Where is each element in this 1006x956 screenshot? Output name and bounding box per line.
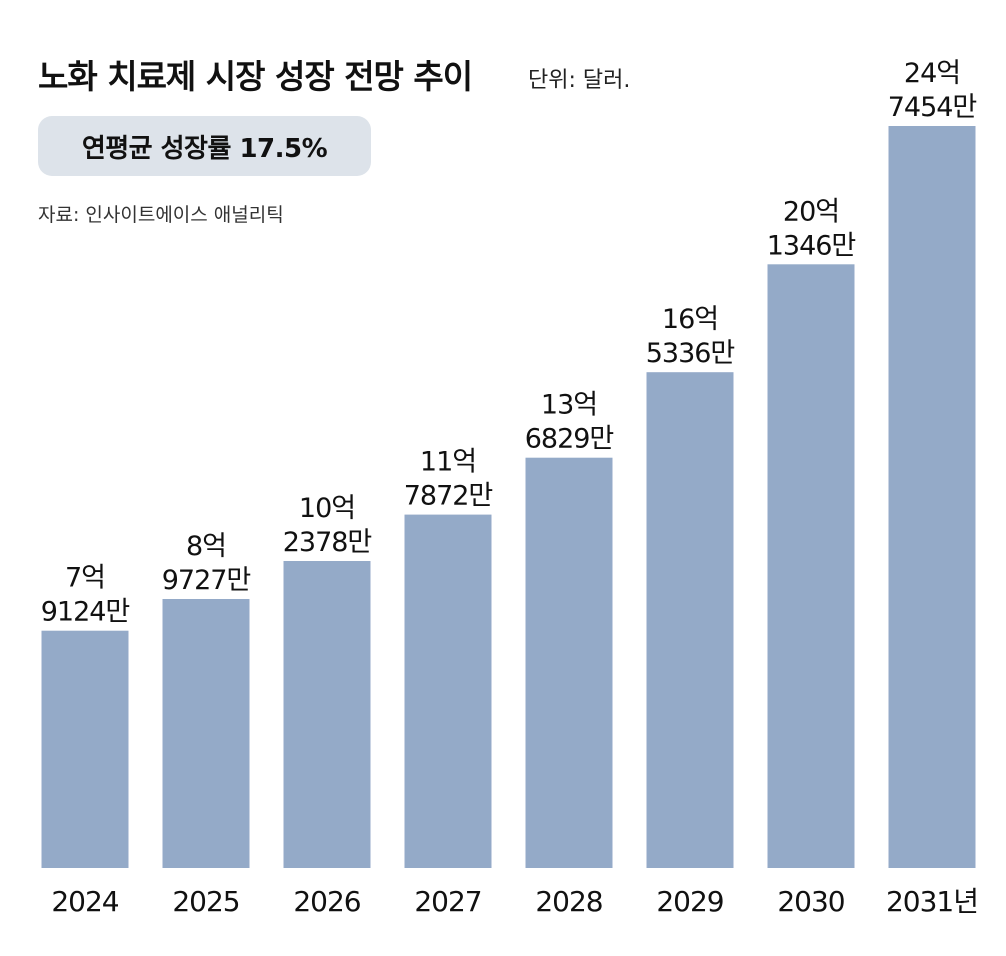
- x-tick-label-2024: 2024: [51, 885, 118, 918]
- value-label-2028-line1: 13억: [541, 390, 597, 421]
- x-tick-label-2029: 2029: [656, 885, 723, 918]
- x-tick-label-2027: 2027: [414, 885, 481, 918]
- value-label-2030-line2: 1346만: [767, 230, 856, 261]
- bar-2024: [41, 630, 129, 868]
- chart-title: 노화 치료제 시장 성장 전망 추이: [38, 57, 473, 96]
- x-tick-label-2028: 2028: [535, 885, 602, 918]
- x-tick-label-2026: 2026: [293, 885, 360, 918]
- x-tick-label-2030: 2030: [777, 885, 844, 918]
- bar-2028: [525, 457, 613, 868]
- value-label-2031년-line1: 24억: [904, 58, 960, 89]
- value-label-2030-line1: 20억: [783, 196, 839, 227]
- bar-2025: [162, 599, 250, 868]
- bar-2029: [646, 372, 734, 868]
- x-tick-label-2025: 2025: [172, 885, 239, 918]
- bar-2026: [283, 561, 371, 868]
- value-label-2027-line1: 11억: [420, 447, 476, 478]
- value-label-2028-line2: 6829만: [525, 424, 614, 455]
- source-note: 자료: 인사이트에이스 애널리틱: [38, 204, 284, 226]
- value-label-2026-line1: 10억: [299, 493, 355, 524]
- value-label-2024-line1: 7억: [65, 563, 105, 594]
- bar-2030: [767, 264, 855, 868]
- value-label-2025-line2: 9727만: [162, 565, 251, 596]
- growth-rate-badge: 연평균 성장률 17.5%: [38, 116, 371, 176]
- value-label-2027-line2: 7872만: [404, 481, 493, 512]
- x-tick-label-2031년: 2031년: [886, 885, 978, 918]
- value-label-2024-line2: 9124만: [41, 597, 130, 628]
- bar-2031년: [888, 126, 976, 868]
- growth-rate-text: 연평균 성장률 17.5%: [81, 133, 328, 164]
- bar-2027: [404, 514, 492, 868]
- value-label-2031년-line2: 7454만: [888, 92, 977, 123]
- value-label-2025-line1: 8억: [186, 531, 226, 562]
- value-label-2029-line1: 16억: [662, 304, 718, 335]
- unit-label: 단위: 달러.: [528, 68, 631, 93]
- value-label-2029-line2: 5336만: [646, 338, 735, 369]
- value-label-2026-line2: 2378만: [283, 527, 372, 558]
